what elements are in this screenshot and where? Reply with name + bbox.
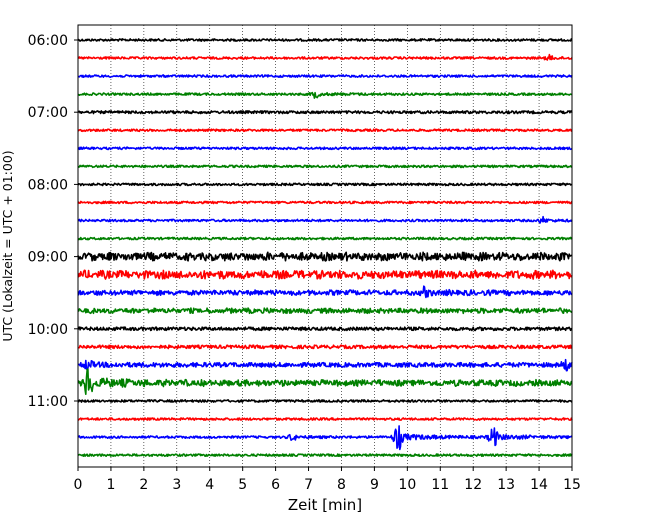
trace-line xyxy=(77,307,573,315)
trace-line xyxy=(77,285,573,299)
trace-line xyxy=(77,236,573,241)
y-tick-label: 09:00 xyxy=(28,250,68,266)
trace-line xyxy=(77,417,573,421)
plot-frame xyxy=(77,24,573,468)
trace-line xyxy=(77,110,573,115)
trace-line xyxy=(77,269,573,280)
x-tick-label: 10 xyxy=(398,477,416,493)
trace-line xyxy=(77,344,573,350)
y-tick-label: 11:00 xyxy=(28,394,68,410)
trace-line xyxy=(77,215,573,224)
x-tick-label: 15 xyxy=(563,477,581,493)
y-tick-label: 10:00 xyxy=(28,322,68,338)
x-tick-label: 14 xyxy=(530,477,548,493)
x-tick-label: 7 xyxy=(304,477,313,493)
trace-line xyxy=(77,453,573,458)
x-tick-label: 12 xyxy=(464,477,482,493)
trace-line xyxy=(77,326,573,332)
x-tick-label: 5 xyxy=(238,477,247,493)
x-tick-label: 0 xyxy=(74,477,83,493)
y-tick-label: 07:00 xyxy=(28,105,68,121)
y-tick-label: 08:00 xyxy=(28,177,68,193)
trace-line xyxy=(77,38,573,42)
trace-line xyxy=(77,251,573,262)
trace-line xyxy=(77,399,573,403)
trace-line xyxy=(77,182,573,187)
seismic-traces xyxy=(77,38,573,458)
trace-line xyxy=(77,358,573,372)
trace-line xyxy=(77,53,573,61)
x-tick-label: 2 xyxy=(139,477,148,493)
x-tick-label: 13 xyxy=(497,477,515,493)
x-tick-label: 11 xyxy=(431,477,449,493)
trace-line xyxy=(77,164,573,169)
trace-line xyxy=(77,425,573,451)
x-axis-ticks: 0 1 2 3 4 5 6 7 8 9 10 11 12 13 14 15 xyxy=(74,467,581,493)
trace-line xyxy=(77,200,573,205)
y-tick-label: 06:00 xyxy=(28,33,68,49)
trace-line xyxy=(77,91,573,99)
y-axis-title: UTC (Lokalzeit = UTC + 01:00) xyxy=(0,150,15,341)
x-tick-label: 9 xyxy=(370,477,379,493)
y-axis-ticks: 06:00 07:00 08:00 09:00 10:00 11:00 xyxy=(28,33,78,410)
x-tick-label: 3 xyxy=(172,477,181,493)
x-tick-label: 1 xyxy=(106,477,115,493)
x-tick-label: 6 xyxy=(271,477,280,493)
x-tick-label: 8 xyxy=(337,477,346,493)
trace-line xyxy=(77,146,573,151)
trace-line xyxy=(77,368,573,396)
x-tick-label: 4 xyxy=(205,477,214,493)
trace-line xyxy=(77,128,573,133)
x-axis-title: Zeit [min] xyxy=(288,496,362,514)
trace-line xyxy=(77,74,573,78)
